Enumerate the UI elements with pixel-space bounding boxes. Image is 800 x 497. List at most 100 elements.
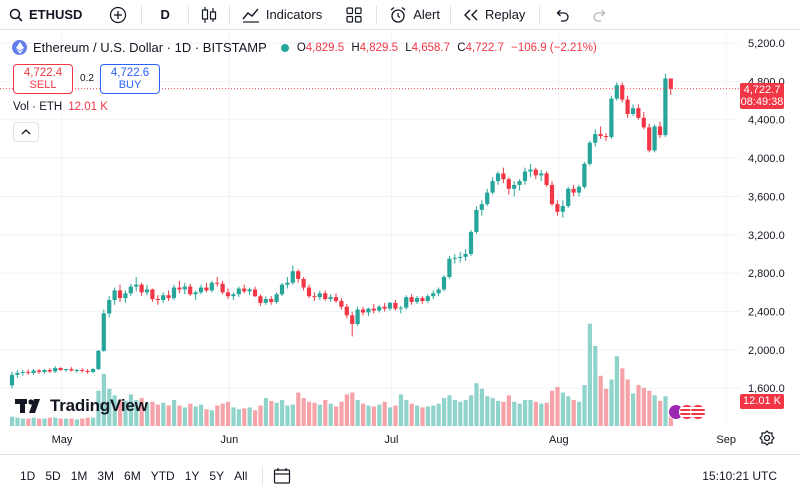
volume-bar	[101, 373, 106, 426]
volume-bar	[134, 399, 139, 426]
price-tick-label: 3,200.0	[748, 230, 785, 242]
calendar-range-icon[interactable]	[273, 467, 291, 485]
candle-body	[501, 173, 506, 180]
candle-body	[9, 374, 15, 386]
indicators-button[interactable]: Indicators	[230, 0, 332, 30]
chevron-up-icon	[21, 129, 31, 135]
sell-button[interactable]: 4,722.4 SELL	[13, 64, 73, 94]
candle-body	[80, 370, 85, 372]
volume-bar	[274, 402, 279, 426]
candle-body	[371, 308, 376, 311]
range-5d-button[interactable]: 5D	[45, 469, 61, 483]
candle-body	[220, 283, 225, 293]
volume-bar	[517, 403, 522, 426]
compare-button[interactable]	[91, 0, 141, 30]
time-axis[interactable]: May Jun Jul Aug Sep	[52, 434, 736, 446]
gear-icon[interactable]	[759, 430, 775, 446]
volume-bar	[523, 399, 528, 426]
toolbar-divider	[141, 5, 143, 24]
toolbar-divider	[539, 5, 541, 24]
volume-bar	[447, 395, 452, 426]
layout-button[interactable]	[332, 0, 376, 30]
chart-type-button[interactable]	[189, 0, 229, 30]
symbol-search[interactable]: ETHUSD	[0, 0, 91, 30]
volume-bar	[74, 419, 79, 426]
candle-body	[555, 204, 560, 212]
candle-body	[647, 127, 652, 151]
close-value: 4,722.7	[465, 41, 504, 54]
candle-body	[263, 299, 268, 303]
event-markers[interactable]	[668, 404, 706, 420]
volume-bar	[280, 399, 285, 426]
alert-button[interactable]: Alert	[377, 0, 450, 30]
volume-bar	[361, 403, 366, 426]
candle-body	[582, 163, 587, 187]
candle-body	[150, 289, 155, 300]
volume-bar	[209, 410, 214, 426]
volume-legend-label: Vol · ETH	[13, 101, 63, 113]
range-1y-button[interactable]: 1Y	[184, 469, 200, 483]
price-tick-label: 3,600.0	[748, 191, 785, 203]
candle-body	[452, 257, 457, 259]
candle-body	[236, 288, 241, 295]
high-value: 4,829.5	[359, 41, 399, 54]
volume-bar	[382, 401, 387, 426]
candle-body	[166, 295, 171, 299]
volume-bar	[231, 407, 236, 426]
volume-bar	[631, 393, 636, 426]
collapse-legend-button[interactable]	[13, 122, 39, 142]
volume-bar	[641, 387, 646, 426]
volume-bar	[301, 398, 306, 426]
low-label: L	[405, 41, 412, 54]
volume-bar	[139, 398, 144, 426]
volume-bar	[371, 406, 376, 426]
price-chart[interactable]: 5,200.04,800.04,400.04,000.03,600.03,200…	[0, 30, 800, 454]
range-1m-button[interactable]: 1M	[70, 469, 88, 483]
volume-bar	[442, 398, 447, 426]
price-tick-label: 1,600.0	[748, 383, 785, 395]
price-axis[interactable]: 5,200.04,800.04,400.04,000.03,600.03,200…	[748, 38, 785, 395]
volume-bar	[555, 386, 560, 426]
chart-grid	[0, 30, 740, 426]
redo-button[interactable]	[584, 0, 616, 30]
replay-label: Replay	[484, 7, 526, 22]
candle-body	[641, 117, 646, 128]
open-label: O	[296, 41, 306, 54]
replay-button[interactable]: Replay	[451, 0, 539, 30]
search-icon	[9, 8, 23, 22]
candle-body	[549, 184, 555, 205]
range-all-button[interactable]: All	[234, 469, 248, 483]
volume-bar	[323, 399, 328, 426]
volume-bar	[58, 418, 63, 426]
volume-bar	[334, 406, 339, 426]
low-value: 4,658.7	[411, 41, 451, 54]
candle-body	[463, 253, 468, 257]
undo-button[interactable]	[540, 0, 584, 30]
candle-body	[404, 297, 409, 308]
buy-button[interactable]: 4,722.6 BUY	[100, 64, 160, 94]
volume-bar	[177, 405, 182, 426]
us-flag-icon[interactable]	[690, 404, 706, 420]
range-3m-button[interactable]: 3M	[97, 469, 115, 483]
volume-bar	[150, 401, 155, 426]
volume-bar	[47, 417, 52, 426]
volume-bar	[118, 399, 123, 426]
interval-button[interactable]: D	[142, 0, 187, 30]
candle-body	[90, 369, 96, 372]
volume-bar	[528, 399, 533, 426]
candle-body	[26, 371, 31, 373]
range-1d-button[interactable]: 1D	[20, 469, 36, 483]
range-5y-button[interactable]: 5Y	[209, 469, 225, 483]
range-6m-button[interactable]: 6M	[124, 469, 141, 483]
volume-bar	[550, 390, 555, 426]
utc-clock[interactable]: 15:10:21 UTC	[702, 469, 777, 483]
ethereum-logo-icon	[12, 40, 27, 55]
range-ytd-button[interactable]: YTD	[150, 469, 175, 483]
candle-body	[15, 372, 20, 375]
candle-body	[382, 306, 387, 309]
candle-body	[47, 370, 52, 372]
time-tick-label: May	[52, 434, 73, 446]
sell-price: 4,722.4	[23, 67, 63, 79]
volume-bar	[290, 404, 295, 426]
volume-bar	[236, 409, 241, 426]
